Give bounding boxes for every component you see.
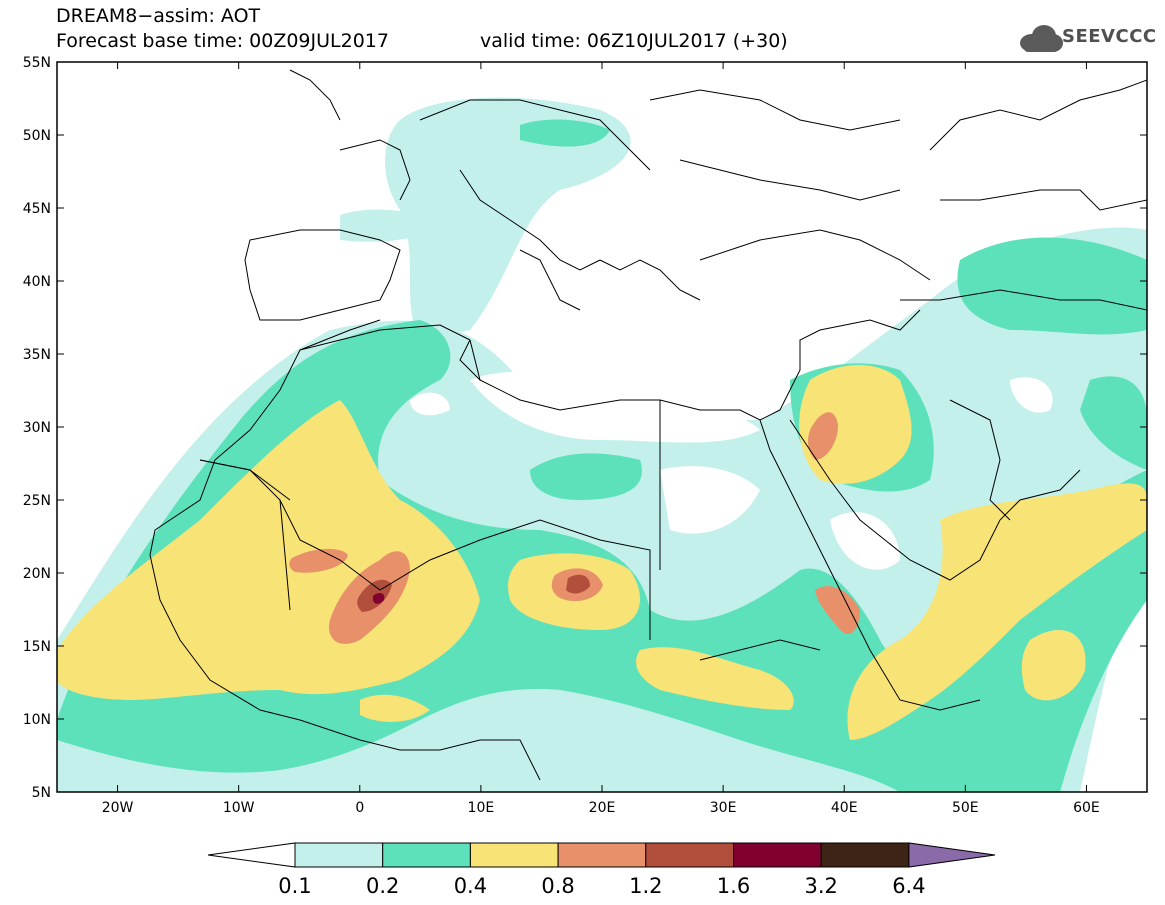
colorbar-box xyxy=(820,842,910,868)
colorbar-label: 1.2 xyxy=(629,874,662,898)
lat-tick-label: 20N xyxy=(23,566,51,582)
lat-tick-label: 5N xyxy=(32,785,51,801)
forecast-base-time: Forecast base time: 00Z09JUL2017 xyxy=(56,30,389,52)
aot-field xyxy=(57,69,1147,792)
lon-tick-label: 50E xyxy=(952,800,979,816)
colorbar-upper-triangle xyxy=(908,842,996,868)
lat-tick-label: 10N xyxy=(23,712,51,728)
cloud-icon xyxy=(1020,25,1063,52)
lon-tick-label: 10E xyxy=(468,800,495,816)
colorbar-box xyxy=(382,842,471,868)
colorbar-box xyxy=(469,842,559,868)
colorbar-box xyxy=(294,842,384,868)
lat-tick-label: 50N xyxy=(23,128,51,144)
logo-text: SEEVCCC xyxy=(1062,26,1157,47)
lat-tick-label: 35N xyxy=(23,347,51,363)
colorbar-labels: 0.1 0.2 0.4 0.8 1.2 1.6 3.2 6.4 xyxy=(278,874,925,898)
colorbar-box xyxy=(733,842,822,868)
lat-tick-label: 55N xyxy=(23,55,51,71)
lon-tick-label: 60E xyxy=(1073,800,1100,816)
lon-tick-label: 0 xyxy=(355,800,364,816)
colorbar-lower-triangle xyxy=(207,842,296,868)
lat-tick-label: 25N xyxy=(23,493,51,509)
colorbar-box xyxy=(557,842,647,868)
colorbar-box xyxy=(645,842,734,868)
lon-tick-label: 10W xyxy=(223,800,255,816)
colorbar-boxes xyxy=(207,842,996,868)
lat-axis: 55N 50N 45N 40N 35N 30N 25N 20N 15N 10N 5N xyxy=(23,55,1147,801)
colorbar-label: 0.1 xyxy=(278,874,311,898)
colorbar-label: 6.4 xyxy=(892,874,925,898)
lon-axis: 20W 10W 0 10E 20E 30E 40E 50E 60E xyxy=(102,62,1100,816)
lon-tick-label: 20E xyxy=(589,800,616,816)
lon-tick-label: 40E xyxy=(831,800,858,816)
map-title: DREAM8−assim: AOT xyxy=(56,5,261,27)
lat-tick-label: 45N xyxy=(23,201,51,217)
colorbar-label: 0.4 xyxy=(454,874,487,898)
colorbar-label: 0.8 xyxy=(541,874,574,898)
lat-tick-label: 40N xyxy=(23,274,51,290)
colorbar-label: 3.2 xyxy=(804,874,837,898)
lon-tick-label: 30E xyxy=(710,800,737,816)
lat-tick-label: 30N xyxy=(23,420,51,436)
colorbar-label: 1.6 xyxy=(717,874,750,898)
lat-tick-label: 15N xyxy=(23,639,51,655)
valid-time: valid time: 06Z10JUL2017 (+30) xyxy=(480,30,788,52)
colorbar-label: 0.2 xyxy=(366,874,399,898)
lon-tick-label: 20W xyxy=(102,800,134,816)
